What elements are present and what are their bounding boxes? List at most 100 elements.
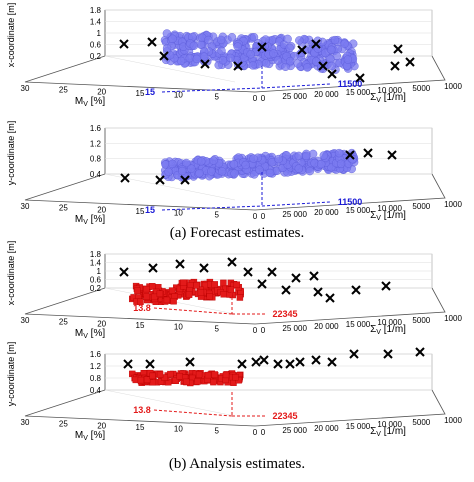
ensemble-point <box>220 279 227 287</box>
estimate-m-label: 15 <box>145 87 155 97</box>
cross-stroke <box>327 69 337 79</box>
m-tick-label: 30 <box>21 418 30 427</box>
ensemble-point <box>185 53 195 63</box>
ensemble-point <box>317 159 326 169</box>
m-tick-label: 5 <box>214 92 219 101</box>
s-tick-label: 20 000 <box>314 322 339 331</box>
cross-marker <box>155 175 165 185</box>
z-axis-label: y-coordinate [m] <box>6 342 16 407</box>
cross-stroke <box>345 150 355 160</box>
cross-marker <box>393 44 403 54</box>
ensemble-point <box>134 287 141 294</box>
ensemble-point <box>192 54 202 64</box>
estimate-s-guide <box>261 83 331 89</box>
ensemble-cloud <box>129 369 244 387</box>
cross-marker <box>311 355 321 365</box>
observation-crosses <box>119 37 415 83</box>
s-tick-label: 15 000 <box>346 422 371 431</box>
ensemble-point <box>210 378 217 386</box>
ensemble-point <box>226 53 235 63</box>
sigma-axis-label: ΣV [1/m] <box>370 426 406 438</box>
ensemble-point <box>295 36 304 45</box>
cross-stroke <box>227 257 237 267</box>
cross-marker <box>180 175 190 185</box>
cross-stroke <box>200 59 210 69</box>
cross-marker <box>267 267 277 277</box>
ensemble-point <box>199 52 209 61</box>
ensemble-point <box>285 43 294 52</box>
ensemble-point <box>162 29 172 38</box>
cross-stroke <box>233 61 243 71</box>
z-tick-label: 1 <box>97 267 102 276</box>
cross-stroke <box>175 259 185 269</box>
m-tick-label: 20 <box>97 319 106 328</box>
cross-marker <box>383 349 393 359</box>
m-tick-label: 25 <box>59 86 68 95</box>
cross-stroke <box>291 273 301 283</box>
cross-marker <box>390 61 400 71</box>
cross-marker <box>327 357 337 367</box>
s-tick-label: 15 000 <box>346 88 371 97</box>
cross-marker <box>327 69 337 79</box>
z-axis-label: x-coordinate [m] <box>6 3 16 68</box>
estimate-m-label: 13.8 <box>133 405 151 415</box>
cross-stroke <box>311 39 321 49</box>
cross-stroke <box>363 148 373 158</box>
estimate-projection <box>161 66 331 93</box>
ensemble-point <box>294 164 303 173</box>
m-tick-label: 10 <box>174 209 183 218</box>
cross-marker <box>123 359 133 369</box>
s-tick-label: 0 <box>261 326 266 335</box>
cross-stroke <box>155 175 165 185</box>
ensemble-point <box>305 166 315 176</box>
sigma-axis-label: ΣV [1/m] <box>370 92 406 104</box>
ensemble-point <box>170 298 177 305</box>
s-tick-label: 5000 <box>412 84 430 93</box>
ensemble-point <box>249 33 259 42</box>
sigma-axis-label: ΣV [1/m] <box>370 324 406 336</box>
s-tick-label: 25 000 <box>282 92 307 101</box>
cross-marker <box>405 57 415 67</box>
cross-stroke <box>405 57 415 67</box>
ensemble-cloud <box>160 148 359 182</box>
ensemble-point <box>164 167 173 177</box>
cross-marker <box>297 45 307 55</box>
cross-stroke <box>267 267 277 277</box>
s-tick-label: 0 <box>261 212 266 221</box>
m-axis-label: MV [%] <box>75 96 105 108</box>
estimate-s-label: 11500 <box>338 79 363 89</box>
ensemble-point <box>193 282 200 289</box>
ensemble-point <box>230 169 239 178</box>
cross-marker <box>145 359 155 369</box>
ensemble-point <box>222 371 230 379</box>
ensemble-point <box>168 34 177 43</box>
ensemble-point <box>189 41 199 50</box>
m-tick-label: 25 <box>59 204 68 213</box>
ensemble-point <box>246 50 255 59</box>
ensemble-point <box>183 378 190 386</box>
z-tick-label: 1.6 <box>90 124 102 133</box>
s-tick-label: 25 000 <box>282 426 307 435</box>
ensemble-point <box>204 371 212 379</box>
cross-stroke <box>145 359 155 369</box>
estimate-m-guide <box>161 87 263 93</box>
s-tick-label: 1000 <box>444 416 462 425</box>
panel-forecast-y: 0.40.81.21.6y-coordinate [m]30 25 20 15 10 5 0… <box>6 121 462 226</box>
ensemble-point <box>177 166 187 176</box>
z-tick-label: 0.4 <box>90 386 102 395</box>
z-tick-label: 0.4 <box>90 170 102 179</box>
ensemble-point <box>162 44 172 53</box>
z-tick-label: 0.2 <box>90 52 102 61</box>
m-tick-label: 15 <box>136 207 145 216</box>
estimate-s-label: 22345 <box>272 411 297 421</box>
cross-stroke <box>259 355 269 365</box>
cross-marker <box>349 349 359 359</box>
cross-marker <box>199 263 209 273</box>
m-tick-label: 5 <box>214 324 219 333</box>
floor-diag <box>104 55 236 83</box>
ensemble-point <box>176 373 183 380</box>
ensemble-point <box>204 35 213 45</box>
ensemble-point <box>211 281 219 288</box>
z-axis-label: x-coordinate [m] <box>6 241 16 306</box>
ensemble-point <box>156 290 164 297</box>
